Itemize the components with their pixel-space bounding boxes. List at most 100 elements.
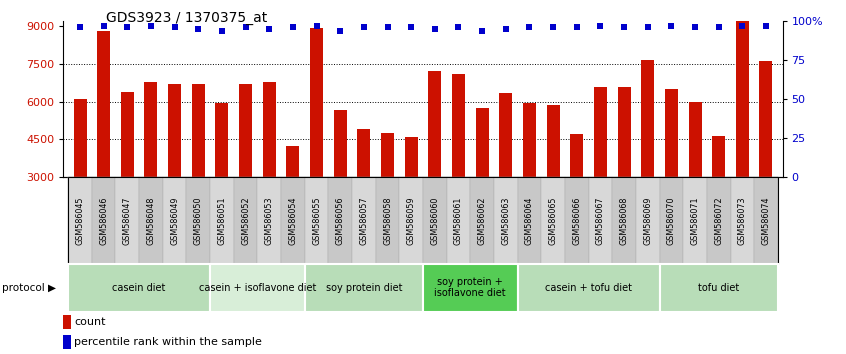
Bar: [518, 264, 660, 312]
Bar: [139, 177, 162, 264]
Bar: [257, 177, 281, 264]
Point: [570, 25, 584, 30]
Bar: [712, 136, 725, 177]
Bar: [518, 177, 541, 264]
Text: GSM586055: GSM586055: [312, 196, 321, 245]
Text: GSM586052: GSM586052: [241, 196, 250, 245]
Bar: [547, 105, 559, 177]
Bar: [660, 177, 684, 264]
Bar: [168, 84, 181, 177]
Text: GSM586050: GSM586050: [194, 196, 203, 245]
Text: GSM586049: GSM586049: [170, 196, 179, 245]
Bar: [310, 28, 323, 177]
Text: GSM586066: GSM586066: [572, 196, 581, 245]
Point: [381, 25, 394, 30]
Point: [215, 28, 228, 33]
Text: GSM586046: GSM586046: [99, 196, 108, 245]
Point: [191, 26, 205, 32]
Bar: [263, 81, 276, 177]
Text: GSM586059: GSM586059: [407, 196, 415, 245]
Text: GSM586057: GSM586057: [360, 196, 368, 245]
Point: [262, 26, 276, 32]
Point: [120, 25, 134, 30]
Point: [712, 25, 726, 30]
Bar: [162, 177, 186, 264]
Text: percentile rank within the sample: percentile rank within the sample: [74, 337, 262, 347]
Bar: [570, 134, 583, 177]
Text: count: count: [74, 318, 106, 327]
Text: GSM586051: GSM586051: [217, 196, 227, 245]
Point: [310, 23, 323, 29]
Text: GSM586072: GSM586072: [714, 196, 723, 245]
Point: [735, 23, 749, 29]
Text: GSM586053: GSM586053: [265, 196, 274, 245]
Text: GSM586062: GSM586062: [478, 196, 486, 245]
Text: casein + tofu diet: casein + tofu diet: [545, 282, 632, 293]
Bar: [594, 87, 607, 177]
Text: casein diet: casein diet: [113, 282, 166, 293]
Text: protocol ▶: protocol ▶: [2, 282, 56, 293]
Bar: [684, 177, 707, 264]
Text: GSM586069: GSM586069: [643, 196, 652, 245]
Bar: [541, 177, 565, 264]
Bar: [475, 108, 489, 177]
Text: tofu diet: tofu diet: [698, 282, 739, 293]
Point: [333, 28, 347, 33]
Text: GSM586054: GSM586054: [288, 196, 298, 245]
Bar: [736, 16, 749, 177]
Point: [357, 25, 371, 30]
Point: [499, 26, 513, 32]
Point: [689, 25, 702, 30]
Text: GSM586065: GSM586065: [548, 196, 558, 245]
Bar: [210, 177, 233, 264]
Bar: [613, 177, 636, 264]
Text: GSM586048: GSM586048: [146, 196, 156, 245]
Bar: [239, 84, 252, 177]
Bar: [328, 177, 352, 264]
Bar: [494, 177, 518, 264]
Point: [665, 23, 678, 29]
Text: GSM586056: GSM586056: [336, 196, 344, 245]
Bar: [69, 264, 210, 312]
Bar: [423, 264, 518, 312]
Text: GSM586060: GSM586060: [431, 196, 439, 245]
Bar: [116, 177, 139, 264]
Text: soy protein +
isoflavone diet: soy protein + isoflavone diet: [435, 277, 506, 298]
Bar: [92, 177, 116, 264]
Bar: [357, 129, 371, 177]
Bar: [618, 87, 630, 177]
Point: [452, 25, 465, 30]
Text: GSM586068: GSM586068: [619, 196, 629, 245]
Point: [523, 25, 536, 30]
Bar: [523, 103, 536, 177]
Point: [144, 23, 157, 29]
Bar: [470, 177, 494, 264]
Bar: [399, 177, 423, 264]
Bar: [305, 177, 328, 264]
Bar: [452, 74, 465, 177]
Text: GSM586063: GSM586063: [502, 196, 510, 245]
Bar: [305, 264, 423, 312]
Bar: [69, 177, 92, 264]
Bar: [233, 177, 257, 264]
Point: [594, 23, 607, 29]
Bar: [281, 177, 305, 264]
Text: GSM586061: GSM586061: [454, 196, 463, 245]
Text: GSM586073: GSM586073: [738, 196, 747, 245]
Bar: [381, 133, 394, 177]
Bar: [192, 84, 205, 177]
Bar: [428, 72, 442, 177]
Point: [239, 25, 252, 30]
Text: soy protein diet: soy protein diet: [326, 282, 402, 293]
Text: casein + isoflavone diet: casein + isoflavone diet: [199, 282, 316, 293]
Bar: [63, 315, 71, 329]
Bar: [641, 60, 654, 177]
Point: [759, 23, 772, 29]
Point: [641, 25, 655, 30]
Point: [428, 26, 442, 32]
Point: [168, 25, 181, 30]
Bar: [689, 102, 701, 177]
Point: [97, 23, 111, 29]
Bar: [636, 177, 660, 264]
Point: [547, 25, 560, 30]
